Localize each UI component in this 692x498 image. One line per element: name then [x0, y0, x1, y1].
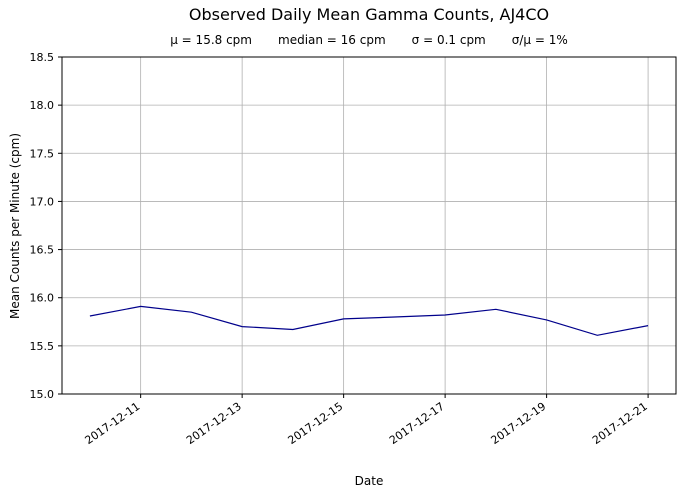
x-tick-label: 2017-12-13: [184, 400, 244, 447]
y-tick-label: 15.5: [30, 340, 55, 353]
plot-border: [61, 56, 677, 395]
chart-title: Observed Daily Mean Gamma Counts, AJ4CO: [188, 5, 550, 24]
y-tick-label: 17.5: [30, 147, 55, 160]
stat-sigma-over-mu: σ/μ = 1%: [511, 33, 568, 47]
x-tick-label: 2017-12-19: [488, 400, 548, 447]
stat-mean: μ = 15.8 cpm: [170, 33, 252, 47]
x-tick-label: 2017-12-15: [286, 400, 346, 447]
y-axis-title: Mean Counts per Minute (cpm): [8, 132, 22, 320]
stat-median: median = 16 cpm: [278, 33, 386, 47]
x-axis-title: Date: [354, 474, 384, 488]
y-tick-label: 16.5: [30, 244, 55, 257]
y-tick-label: 18.5: [30, 51, 55, 64]
y-tick-label: 15.0: [30, 388, 55, 401]
chart-subtitle: μ = 15.8 cpm median = 16 cpm σ = 0.1 cpm…: [62, 33, 676, 47]
y-tick-label: 16.0: [30, 292, 55, 305]
data-line: [89, 305, 649, 336]
y-tick-label: 18.0: [30, 99, 55, 112]
y-tick-label: 17.0: [30, 195, 55, 208]
x-tick-label: 2017-12-21: [590, 400, 650, 447]
x-tick-label: 2017-12-11: [83, 400, 143, 447]
x-tick-label: 2017-12-17: [387, 400, 447, 447]
stat-sigma: σ = 0.1 cpm: [411, 33, 486, 47]
